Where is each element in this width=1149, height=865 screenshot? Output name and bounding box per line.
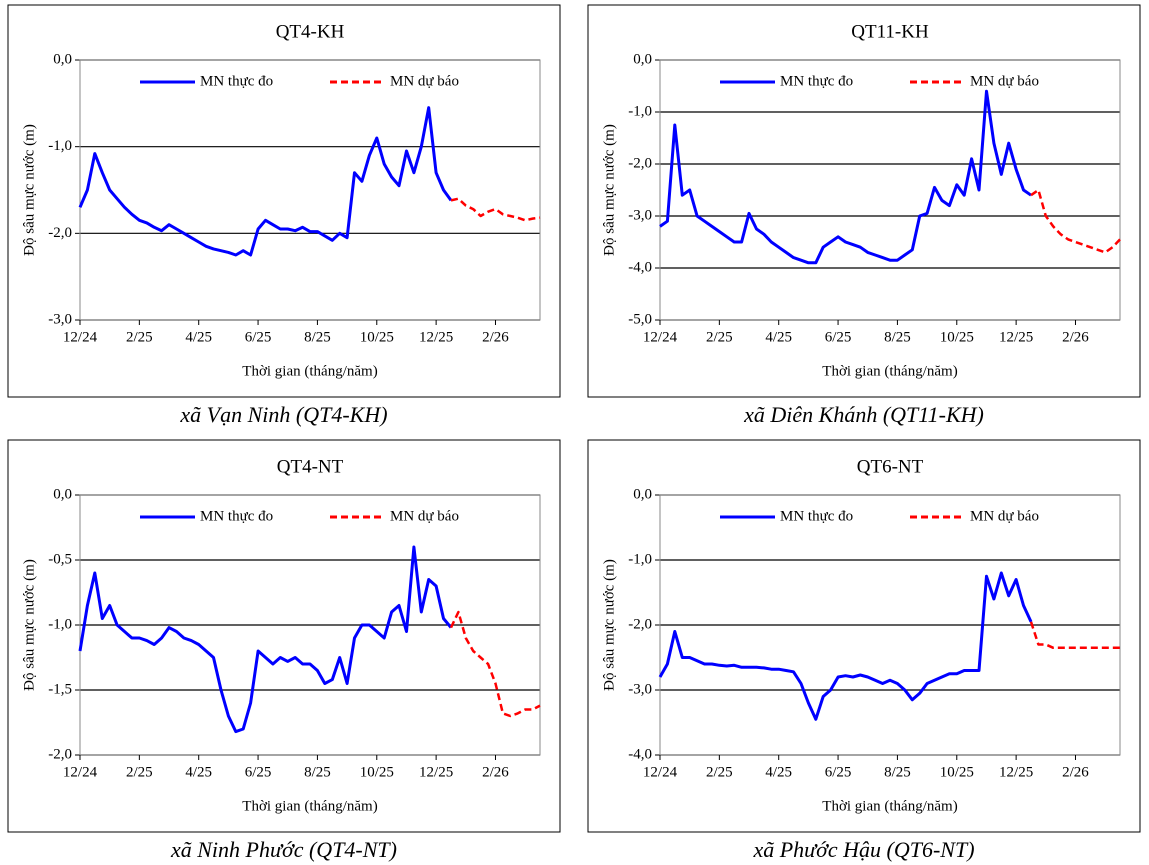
caption: xã Ninh Phước (QT4-NT) — [170, 837, 397, 862]
x-tick-label: 4/25 — [765, 764, 792, 780]
data-line — [450, 197, 541, 222]
data-line — [659, 89, 1032, 265]
panel-border — [587, 439, 1141, 833]
x-tick-label: 12/25 — [999, 764, 1033, 780]
x-tick-label: 8/25 — [884, 764, 911, 780]
panel: QT6-NT -4,0 -3,0 -2,0 -1,0 0,0 12/24 2/25 4/25 6/… — [587, 439, 1141, 862]
y-tick-label: -1,0 — [628, 551, 652, 567]
legend-label: MN thực đo — [200, 73, 273, 89]
plot-frame — [659, 494, 1121, 756]
x-axis-label: Thời gian (tháng/năm) — [822, 798, 957, 814]
x-tick-label: 4/25 — [765, 329, 792, 345]
data-line — [1029, 621, 1120, 650]
y-axis-label: Độ sâu mực nước (m) — [601, 559, 617, 691]
x-tick-label: 4/25 — [185, 764, 212, 780]
y-tick-label: -3,0 — [48, 311, 72, 327]
y-tick-label: -4,0 — [628, 746, 652, 762]
x-tick-label: 12/25 — [419, 764, 453, 780]
chart-title: QT11-KH — [851, 21, 929, 42]
x-tick-label: 2/25 — [706, 764, 733, 780]
y-tick-label: -0,5 — [48, 551, 72, 567]
x-tick-label: 6/25 — [245, 329, 272, 345]
x-tick-label: 8/25 — [884, 329, 911, 345]
chart-title: QT6-NT — [857, 456, 924, 477]
panel: QT4-NT -2,0 -1,5 -1,0 -0,5 0,0 12/24 2/25 4/25 6/… — [7, 439, 561, 862]
y-tick-label: -1,0 — [48, 138, 72, 154]
legend-label: MN dự báo — [970, 73, 1039, 89]
caption: xã Diên Khánh (QT11-KH) — [743, 402, 984, 427]
legend-label: MN dự báo — [390, 73, 459, 89]
y-tick-label: 0,0 — [53, 486, 72, 502]
chart-title: QT4-KH — [276, 21, 345, 42]
y-axis-label: Độ sâu mực nước (m) — [601, 124, 617, 256]
y-tick-label: -1,0 — [628, 103, 652, 119]
y-tick-label: -5,0 — [628, 311, 652, 327]
legend-label: MN thực đo — [780, 73, 853, 89]
panel-border — [7, 439, 561, 833]
x-tick-label: 12/25 — [999, 329, 1033, 345]
x-tick-label: 6/25 — [825, 329, 852, 345]
x-tick-label: 12/24 — [643, 329, 678, 345]
y-tick-label: -3,0 — [628, 207, 652, 223]
y-tick-label: 0,0 — [633, 486, 652, 502]
x-tick-label: 2/26 — [482, 764, 509, 780]
x-tick-label: 12/24 — [63, 764, 98, 780]
y-tick-label: -2,0 — [48, 225, 72, 241]
x-axis-label: Thời gian (tháng/năm) — [242, 798, 377, 814]
data-line — [449, 610, 541, 718]
x-axis-label: Thời gian (tháng/năm) — [242, 363, 377, 379]
x-axis-label: Thời gian (tháng/năm) — [822, 363, 957, 379]
data-line — [658, 571, 1033, 721]
y-tick-label: -3,0 — [628, 681, 652, 697]
x-tick-label: 10/25 — [940, 764, 974, 780]
x-tick-label: 2/26 — [1062, 764, 1089, 780]
data-line — [1030, 188, 1121, 254]
legend-label: MN thực đo — [200, 508, 273, 524]
panel-border — [587, 4, 1141, 398]
chart-title: QT4-NT — [277, 456, 344, 477]
x-tick-label: 10/25 — [360, 329, 394, 345]
x-tick-label: 12/24 — [63, 329, 98, 345]
x-tick-label: 2/26 — [1062, 329, 1089, 345]
plot-frame — [79, 494, 541, 756]
x-tick-label: 12/24 — [643, 764, 678, 780]
x-tick-label: 4/25 — [185, 329, 212, 345]
x-tick-label: 10/25 — [360, 764, 394, 780]
plot-frame — [79, 59, 541, 321]
x-tick-label: 2/25 — [706, 329, 733, 345]
y-axis-label: Độ sâu mực nước (m) — [21, 559, 37, 691]
x-tick-label: 12/25 — [419, 329, 453, 345]
y-tick-label: -2,0 — [48, 746, 72, 762]
panel-border — [7, 4, 561, 398]
legend-label: MN dự báo — [390, 508, 459, 524]
legend-label: MN thực đo — [780, 508, 853, 524]
x-tick-label: 6/25 — [245, 764, 272, 780]
panel: QT11-KH -5,0 -4,0 -3,0 -2,0 -1,0 0,0 12/24 2/25 4… — [587, 4, 1141, 427]
y-tick-label: -1,5 — [48, 681, 72, 697]
x-tick-label: 6/25 — [825, 764, 852, 780]
x-tick-label: 8/25 — [304, 764, 331, 780]
caption: xã Phước Hậu (QT6-NT) — [752, 837, 974, 862]
plot-frame — [659, 59, 1121, 321]
x-tick-label: 2/25 — [126, 764, 153, 780]
caption: xã Vạn Ninh (QT4-KH) — [179, 402, 387, 427]
data-line — [78, 106, 453, 257]
x-tick-label: 2/26 — [482, 329, 509, 345]
legend-label: MN dự báo — [970, 508, 1039, 524]
x-tick-label: 8/25 — [304, 329, 331, 345]
y-tick-label: -1,0 — [48, 616, 72, 632]
y-tick-label: -4,0 — [628, 259, 652, 275]
y-tick-label: -2,0 — [628, 155, 652, 171]
panel: QT4-KH -3,0 -2,0 -1,0 0,0 12/24 2/25 4/25 6/25 8/… — [7, 4, 561, 427]
x-tick-label: 2/25 — [126, 329, 153, 345]
y-axis-label: Độ sâu mực nước (m) — [21, 124, 37, 256]
y-tick-label: 0,0 — [633, 51, 652, 67]
x-tick-label: 10/25 — [940, 329, 974, 345]
y-tick-label: -2,0 — [628, 616, 652, 632]
data-line — [78, 545, 453, 734]
y-tick-label: 0,0 — [53, 51, 72, 67]
